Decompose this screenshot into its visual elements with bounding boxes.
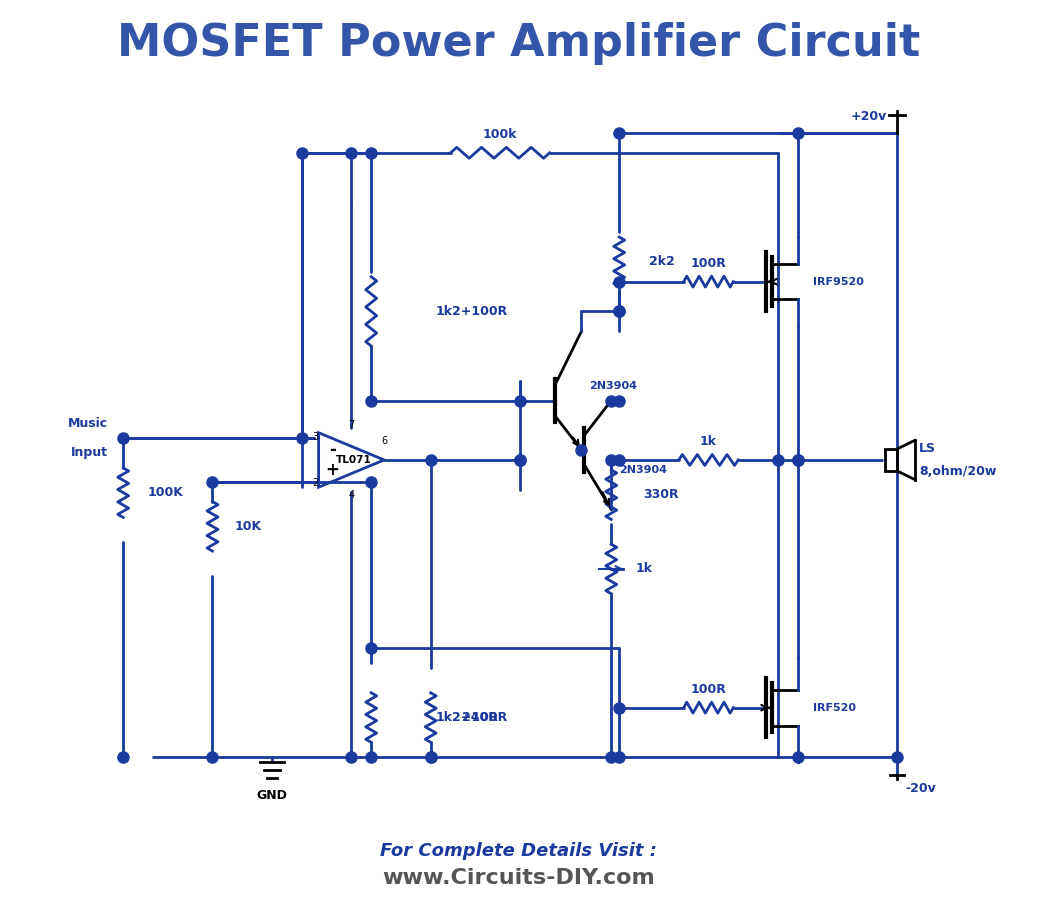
Text: 100k: 100k <box>483 128 517 141</box>
Text: Music: Music <box>69 417 108 430</box>
Text: 2k2: 2k2 <box>649 256 675 268</box>
Text: 2: 2 <box>312 478 319 488</box>
Text: 100R: 100R <box>690 257 727 269</box>
Text: 10K: 10K <box>235 520 262 533</box>
Text: 330R: 330R <box>643 488 679 501</box>
Text: 7: 7 <box>348 420 355 430</box>
Text: 100R: 100R <box>690 682 727 696</box>
Text: +: + <box>325 460 339 479</box>
Text: 1k2+100R: 1k2+100R <box>436 305 508 318</box>
Text: 240R: 240R <box>463 711 498 724</box>
Bar <box>885 449 897 470</box>
Text: 3: 3 <box>312 432 319 442</box>
Text: IRF520: IRF520 <box>813 703 855 713</box>
Text: 1k: 1k <box>636 562 653 575</box>
Text: www.Circuits-DIY.com: www.Circuits-DIY.com <box>383 868 655 888</box>
Text: 8,ohm/20w: 8,ohm/20w <box>919 465 996 478</box>
Text: GND: GND <box>256 789 288 802</box>
Text: For Complete Details Visit :: For Complete Details Visit : <box>381 843 657 860</box>
Text: 2N3904: 2N3904 <box>620 465 667 475</box>
Text: 4: 4 <box>349 490 354 500</box>
Text: -20v: -20v <box>905 782 935 795</box>
Text: TL071: TL071 <box>336 455 372 465</box>
Text: IRF9520: IRF9520 <box>813 277 864 287</box>
Text: +20v: +20v <box>851 110 887 123</box>
Text: Input: Input <box>72 446 108 459</box>
Text: MOSFET Power Amplifier Circuit: MOSFET Power Amplifier Circuit <box>117 23 921 66</box>
Text: 6: 6 <box>381 436 387 446</box>
Text: 100K: 100K <box>148 486 184 500</box>
Text: LS: LS <box>919 442 936 455</box>
Text: -: - <box>329 441 335 460</box>
Text: 2N3904: 2N3904 <box>590 380 637 390</box>
Text: 1k2+100R: 1k2+100R <box>436 711 508 724</box>
Text: 1k: 1k <box>700 435 717 448</box>
